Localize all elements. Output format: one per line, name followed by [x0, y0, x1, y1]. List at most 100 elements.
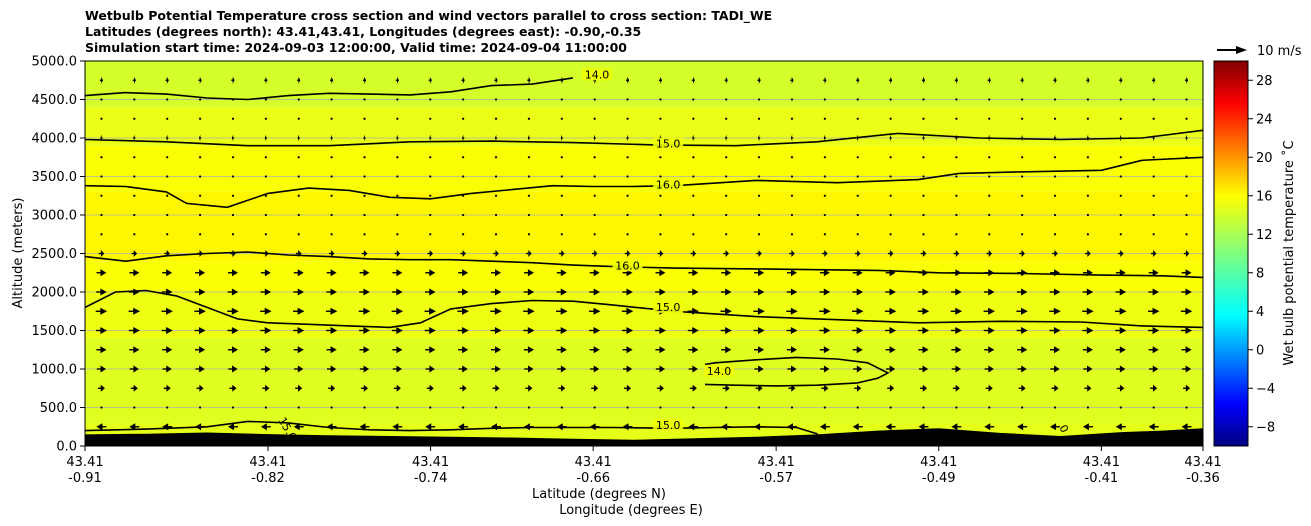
wind-vector — [720, 288, 732, 296]
wind-vector — [460, 250, 466, 257]
wind-vector — [98, 250, 105, 257]
wind-vector — [325, 307, 338, 315]
wind-vector — [757, 117, 761, 120]
wind-vector — [853, 365, 863, 373]
wind-vector — [260, 423, 271, 431]
wind-vector — [297, 213, 300, 217]
wind-vector — [198, 156, 202, 159]
wind-vector-head — [527, 269, 534, 277]
wind-vector-head — [462, 288, 469, 296]
wind-vector — [363, 406, 366, 409]
wind-vector — [462, 406, 465, 409]
wind-vector-head — [560, 307, 568, 315]
wind-vector-head — [199, 76, 202, 84]
wind-vector-head — [199, 288, 206, 296]
contour-label: 16.0 — [656, 179, 681, 192]
wind-vector-head — [622, 423, 629, 431]
wind-vector-head — [1119, 269, 1126, 277]
wind-vector — [821, 384, 829, 392]
wind-vector — [166, 156, 169, 159]
wind-vector-head — [757, 307, 765, 315]
wind-vector — [790, 213, 794, 217]
wind-vector — [1082, 423, 1093, 431]
wind-vector — [96, 365, 107, 373]
wind-vector-head — [1185, 288, 1192, 296]
wind-vector — [1152, 76, 1156, 84]
wind-vector-head — [593, 346, 600, 354]
wind-vector — [329, 76, 334, 84]
wind-vector — [757, 98, 761, 101]
wind-vector-head — [133, 307, 141, 315]
wind-vector-head — [199, 269, 206, 277]
wind-vector — [1152, 175, 1155, 178]
wind-vector — [425, 423, 436, 431]
wind-vector — [293, 346, 304, 354]
wind-vector-head — [1120, 384, 1125, 392]
contour-line — [85, 420, 818, 438]
wind-vector — [1119, 117, 1122, 120]
wind-vector — [100, 98, 103, 101]
wind-vector — [986, 250, 993, 257]
wind-vector — [560, 117, 563, 120]
wind-vector — [757, 175, 761, 178]
wind-vector — [133, 117, 136, 120]
wind-vector — [1018, 384, 1026, 392]
wind-vector — [462, 175, 465, 178]
wind-vector — [429, 213, 432, 217]
wind-vector — [622, 365, 633, 373]
wind-vector — [692, 194, 695, 197]
contour-label-bg — [653, 300, 684, 313]
wind-vector — [297, 233, 300, 236]
wind-vector — [852, 327, 864, 334]
wind-vector — [692, 98, 695, 101]
wind-vector — [1021, 98, 1024, 101]
wind-vector-head — [363, 288, 370, 296]
wind-vector-head — [330, 365, 337, 373]
wind-vector — [494, 213, 498, 217]
contour-label: 15.0 — [656, 301, 681, 314]
wind-vector — [194, 288, 206, 296]
wind-vector — [358, 307, 371, 315]
wind-vector-head — [889, 327, 897, 334]
y-axis-title: Altitude (meters) — [11, 198, 26, 309]
wind-vector — [195, 365, 205, 373]
wind-vector — [392, 365, 403, 373]
wind-vector — [1148, 269, 1159, 277]
wind-vector-head — [133, 250, 138, 257]
colorbar-tick-label: 16 — [1256, 189, 1273, 204]
wind-vector-head — [790, 134, 793, 142]
wind-vector — [823, 76, 827, 84]
wind-vector — [691, 76, 695, 84]
wind-vector — [790, 233, 794, 236]
wind-vector — [494, 98, 498, 101]
wind-vector — [393, 384, 401, 392]
wind-vector-head — [359, 423, 366, 431]
wind-vector-head — [429, 288, 436, 296]
wind-vector-head — [955, 384, 960, 392]
wind-vector — [264, 134, 267, 142]
wind-vector — [131, 250, 138, 257]
wind-vector — [624, 384, 632, 392]
wind-vector — [196, 384, 204, 392]
wind-vector-head — [857, 76, 860, 84]
colorbar-tick-label: 12 — [1256, 228, 1273, 243]
wind-vector-head — [1053, 307, 1061, 315]
wind-vector-head — [790, 269, 797, 277]
quiver-key-arrowhead — [1236, 46, 1247, 54]
wind-vector — [1021, 175, 1024, 178]
wind-vector — [922, 194, 925, 197]
wind-vector — [295, 384, 303, 392]
wind-vector-head — [758, 250, 762, 257]
wind-vector-head — [1087, 384, 1092, 392]
wind-vector — [1049, 327, 1061, 334]
wind-vector — [753, 288, 765, 296]
wind-vector — [95, 307, 108, 315]
wind-vector — [790, 76, 794, 84]
wind-vector-head — [198, 327, 206, 334]
y-tick-label: 3500.0 — [32, 170, 78, 185]
wind-vector-head — [758, 384, 763, 392]
wind-vector-head — [166, 76, 169, 84]
wind-vector-head — [824, 384, 829, 392]
wind-vector-head — [462, 76, 465, 84]
wind-vector-head — [363, 346, 370, 354]
